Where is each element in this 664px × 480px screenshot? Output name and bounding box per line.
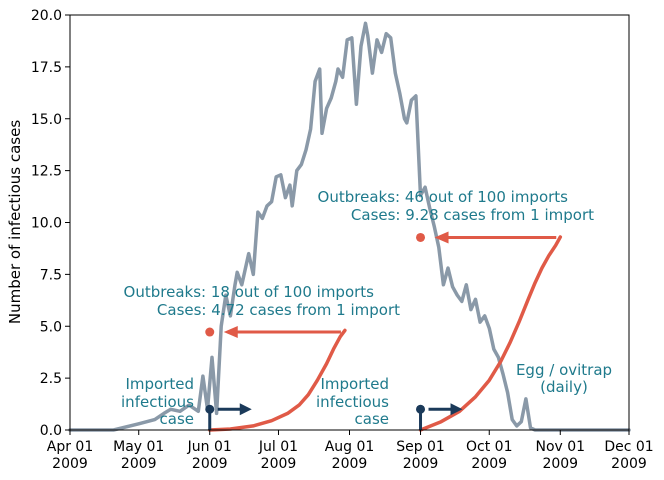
final-cases-marker-1 xyxy=(205,326,341,339)
y-tick-label: 0.0 xyxy=(40,423,62,439)
x-tick-year-label: 2009 xyxy=(542,456,578,472)
x-tick-label: May 01 xyxy=(113,439,164,455)
x-tick-label: Oct 01 xyxy=(466,439,512,455)
x-tick-label: Apr 01 xyxy=(47,439,93,455)
annotation-import-1-line2: infectious xyxy=(121,393,194,411)
import-arrow-head xyxy=(239,403,252,416)
annotation-import-1-line1: Imported xyxy=(125,375,194,393)
egg-series-line xyxy=(68,21,631,432)
y-tick-label: 20.0 xyxy=(31,8,62,24)
annotation-cases-1: Cases: 4.72 cases from 1 import xyxy=(157,301,400,319)
import-dot xyxy=(205,404,215,414)
x-tick-year-label: 2009 xyxy=(121,456,157,472)
final-cases-arrow-head xyxy=(434,231,449,244)
final-cases-dot xyxy=(416,232,426,242)
x-tick-year-label: 2009 xyxy=(611,456,647,472)
import-marker-1 xyxy=(205,403,252,430)
annotation-layer: Outbreaks: 18 out of 100 imports Cases: … xyxy=(121,188,612,430)
import-marker-2 xyxy=(416,403,463,430)
annotation-cases-2: Cases: 9.28 cases from 1 import xyxy=(351,206,594,224)
y-tick-label: 2.5 xyxy=(40,371,62,387)
y-tick-label: 10.0 xyxy=(31,216,62,232)
x-tick-year-label: 2009 xyxy=(403,456,439,472)
x-tick-year-label: 2009 xyxy=(332,456,368,472)
y-tick-label: 12.5 xyxy=(31,164,62,180)
x-tick-label: Nov 01 xyxy=(535,439,585,455)
final-cases-marker-2 xyxy=(416,231,557,244)
cases-series-line-1 xyxy=(208,328,347,432)
final-cases-arrow-head xyxy=(223,326,238,339)
x-tick-year-label: 2009 xyxy=(52,456,88,472)
x-tick-year-label: 2009 xyxy=(261,456,297,472)
x-tick-label: Dec 01 xyxy=(604,439,653,455)
annotation-outbreaks-2: Outbreaks: 46 out of 100 imports xyxy=(318,188,569,206)
annotation-import-1-line3: case xyxy=(160,410,194,428)
y-axis-label: Number of infectious cases xyxy=(6,120,24,324)
x-tick-year-label: 2009 xyxy=(471,456,507,472)
x-tick-label: Jul 01 xyxy=(258,439,298,455)
y-tick-label: 15.0 xyxy=(31,112,62,128)
y-tick-label: 7.5 xyxy=(40,267,62,283)
annotation-egg-line1: Egg / ovitrap xyxy=(516,361,612,379)
x-tick-label: Aug 01 xyxy=(325,439,375,455)
cases-series-line-2 xyxy=(418,235,563,432)
annotation-import-2-line1: Imported xyxy=(320,375,389,393)
y-tick-label: 17.5 xyxy=(31,60,62,76)
annotation-egg-line2: (daily) xyxy=(540,378,588,396)
x-tick-label: Jun 01 xyxy=(187,439,232,455)
final-cases-dot xyxy=(205,327,215,337)
axes-layer: Number of infectious cases 0.0 2.5 5.0 7.5 1… xyxy=(6,8,654,472)
annotation-import-2-line3: case xyxy=(355,410,389,428)
import-arrow-head xyxy=(450,403,463,416)
annotation-import-2-line2: infectious xyxy=(316,393,389,411)
x-tick-label: Sep 01 xyxy=(396,439,445,455)
import-dot xyxy=(416,404,426,414)
y-tick-label: 5.0 xyxy=(40,319,62,335)
x-tick-year-label: 2009 xyxy=(192,456,228,472)
annotation-outbreaks-1: Outbreaks: 18 out of 100 imports xyxy=(124,283,375,301)
series-layer xyxy=(68,21,631,432)
